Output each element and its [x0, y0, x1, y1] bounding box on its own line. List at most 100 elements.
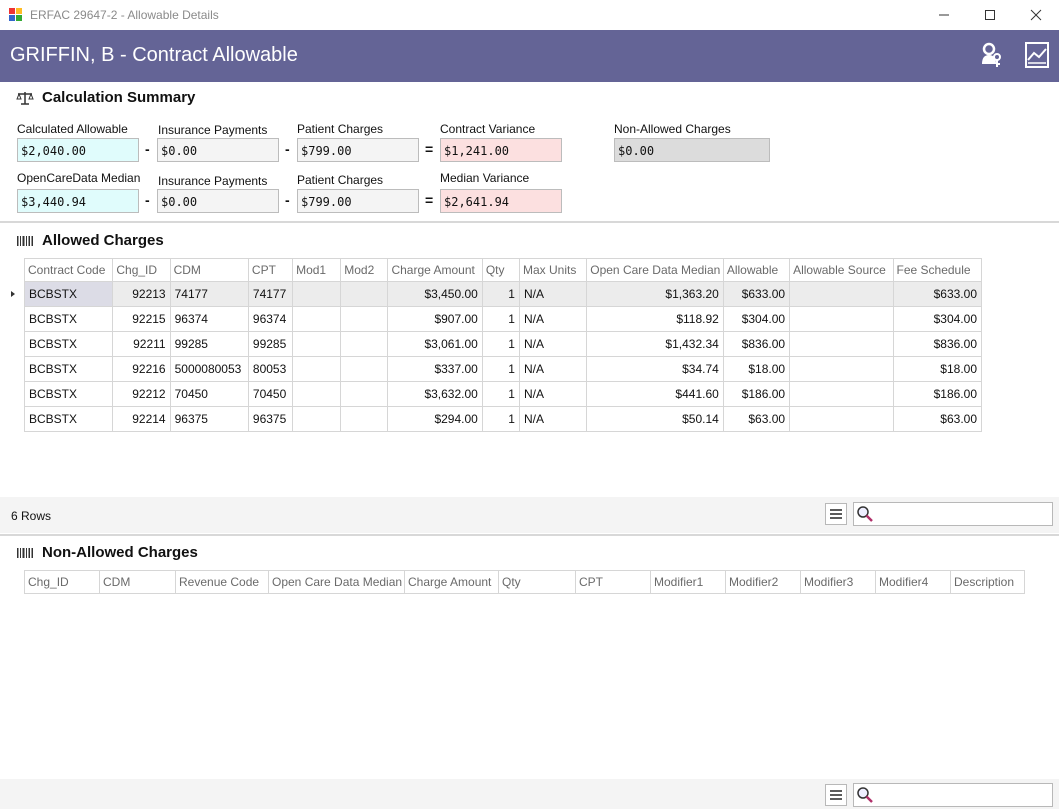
cell-cdm[interactable]: 99285	[170, 331, 249, 357]
column-header-fee-schedule[interactable]: Fee Schedule	[893, 258, 982, 282]
cell-allowable[interactable]: $186.00	[723, 381, 791, 407]
close-button[interactable]	[1013, 0, 1059, 30]
column-header-allowable[interactable]: Allowable	[723, 258, 791, 282]
maximize-button[interactable]	[967, 0, 1013, 30]
cell-charge-amount[interactable]: $3,450.00	[387, 281, 483, 307]
cell-allowable[interactable]: $836.00	[723, 331, 791, 357]
cell-allowable-source[interactable]	[789, 306, 894, 332]
cell-fee-schedule[interactable]: $63.00	[893, 406, 982, 432]
column-header-charge-amount[interactable]: Charge Amount	[404, 570, 499, 594]
cell-contract-code[interactable]: BCBSTX	[23, 306, 114, 332]
cell-mod1[interactable]	[292, 281, 342, 307]
cell-open-care-data-median[interactable]: $50.14	[586, 406, 724, 432]
contract-variance-field[interactable]: $1,241.00	[440, 138, 562, 162]
cell-mod2[interactable]	[340, 306, 389, 332]
column-header-cpt[interactable]: CPT	[248, 258, 294, 282]
column-header-mod2[interactable]: Mod2	[340, 258, 389, 282]
patient-charges-field[interactable]: $799.00	[297, 189, 419, 213]
cell-fee-schedule[interactable]: $633.00	[893, 281, 982, 307]
cell-fee-schedule[interactable]: $304.00	[893, 306, 982, 332]
cell-qty[interactable]: 1	[482, 356, 520, 382]
column-header-mod1[interactable]: Mod1	[292, 258, 342, 282]
column-header-modifier2[interactable]: Modifier2	[725, 570, 801, 594]
cell-charge-amount[interactable]: $337.00	[387, 356, 483, 382]
cell-cpt[interactable]: 74177	[248, 281, 294, 307]
column-header-open-care-data-median[interactable]: Open Care Data Median	[268, 570, 405, 594]
patient-charges-field[interactable]: $799.00	[297, 138, 419, 162]
column-header-qty[interactable]: Qty	[498, 570, 576, 594]
cell-chg-id[interactable]: 92215	[112, 306, 171, 332]
table-row[interactable]: BCBSTX 92211 99285 99285 $3,061.00 1 N/A $1,432…	[23, 331, 982, 357]
non-allowed-search-input[interactable]	[853, 783, 1053, 807]
cell-mod2[interactable]	[340, 281, 389, 307]
cell-open-care-data-median[interactable]: $1,432.34	[586, 331, 724, 357]
cell-contract-code[interactable]: BCBSTX	[23, 381, 114, 407]
column-header-cdm[interactable]: CDM	[170, 258, 249, 282]
cell-contract-code[interactable]: BCBSTX	[23, 281, 114, 307]
cell-mod1[interactable]	[292, 331, 342, 357]
cell-contract-code[interactable]: BCBSTX	[23, 331, 114, 357]
column-header-chg-id[interactable]: Chg_ID	[112, 258, 171, 282]
cell-allowable-source[interactable]	[789, 381, 894, 407]
cell-chg-id[interactable]: 92216	[112, 356, 171, 382]
cell-mod2[interactable]	[340, 381, 389, 407]
cell-charge-amount[interactable]: $3,632.00	[387, 381, 483, 407]
cell-allowable-source[interactable]	[789, 406, 894, 432]
cell-max-units[interactable]: N/A	[519, 381, 588, 407]
chart-report-icon[interactable]	[1022, 40, 1052, 70]
cell-chg-id[interactable]: 92212	[112, 381, 171, 407]
cell-qty[interactable]: 1	[482, 381, 520, 407]
cell-allowable[interactable]: $633.00	[723, 281, 791, 307]
cell-fee-schedule[interactable]: $186.00	[893, 381, 982, 407]
cell-chg-id[interactable]: 92211	[112, 331, 171, 357]
cell-chg-id[interactable]: 92214	[112, 406, 171, 432]
cell-charge-amount[interactable]: $907.00	[387, 306, 483, 332]
cell-qty[interactable]: 1	[482, 406, 520, 432]
column-header-cpt[interactable]: CPT	[575, 570, 651, 594]
column-header-description[interactable]: Description	[950, 570, 1025, 594]
cell-max-units[interactable]: N/A	[519, 356, 588, 382]
cell-open-care-data-median[interactable]: $441.60	[586, 381, 724, 407]
cell-mod1[interactable]	[292, 406, 342, 432]
cell-cpt[interactable]: 70450	[248, 381, 294, 407]
cell-contract-code[interactable]: BCBSTX	[23, 356, 114, 382]
cell-allowable-source[interactable]	[789, 281, 894, 307]
cell-charge-amount[interactable]: $294.00	[387, 406, 483, 432]
cell-cpt[interactable]: 80053	[248, 356, 294, 382]
cell-qty[interactable]: 1	[482, 306, 520, 332]
cell-qty[interactable]: 1	[482, 281, 520, 307]
column-header-revenue-code[interactable]: Revenue Code	[175, 570, 269, 594]
insurance-payments-field[interactable]: $0.00	[157, 138, 279, 162]
cell-allowable-source[interactable]	[789, 356, 894, 382]
cell-mod2[interactable]	[340, 406, 389, 432]
cell-cdm[interactable]: 96374	[170, 306, 249, 332]
cell-allowable-source[interactable]	[789, 331, 894, 357]
cell-cpt[interactable]: 96374	[248, 306, 294, 332]
calculated-allowable-field[interactable]: $2,040.00	[17, 138, 139, 162]
column-header-allowable-source[interactable]: Allowable Source	[789, 258, 894, 282]
cell-allowable[interactable]: $63.00	[723, 406, 791, 432]
non-allowed-charges-field[interactable]: $0.00	[614, 138, 770, 162]
cell-max-units[interactable]: N/A	[519, 306, 588, 332]
cell-cpt[interactable]: 99285	[248, 331, 294, 357]
column-header-modifier4[interactable]: Modifier4	[875, 570, 951, 594]
cell-cpt[interactable]: 96375	[248, 406, 294, 432]
table-row[interactable]: BCBSTX 92216 5000080053 80053 $337.00 1 N/A $34…	[23, 356, 982, 382]
cell-mod2[interactable]	[340, 331, 389, 357]
cell-cdm[interactable]: 96375	[170, 406, 249, 432]
cell-allowable[interactable]: $304.00	[723, 306, 791, 332]
cell-mod2[interactable]	[340, 356, 389, 382]
insurance-payments-field[interactable]: $0.00	[157, 189, 279, 213]
column-header-contract-code[interactable]: Contract Code	[23, 258, 114, 282]
allowed-search-input[interactable]	[853, 502, 1053, 526]
column-header-open-care-data-median[interactable]: Open Care Data Median	[586, 258, 724, 282]
column-header-chg-id[interactable]: Chg_ID	[24, 570, 100, 594]
cell-mod1[interactable]	[292, 306, 342, 332]
median-variance-field[interactable]: $2,641.94	[440, 189, 562, 213]
opencaredata-median-field[interactable]: $3,440.94	[17, 189, 139, 213]
cell-cdm[interactable]: 5000080053	[170, 356, 249, 382]
column-header-max-units[interactable]: Max Units	[519, 258, 588, 282]
grid-menu-button[interactable]	[825, 503, 847, 525]
cell-fee-schedule[interactable]: $836.00	[893, 331, 982, 357]
cell-mod1[interactable]	[292, 356, 342, 382]
